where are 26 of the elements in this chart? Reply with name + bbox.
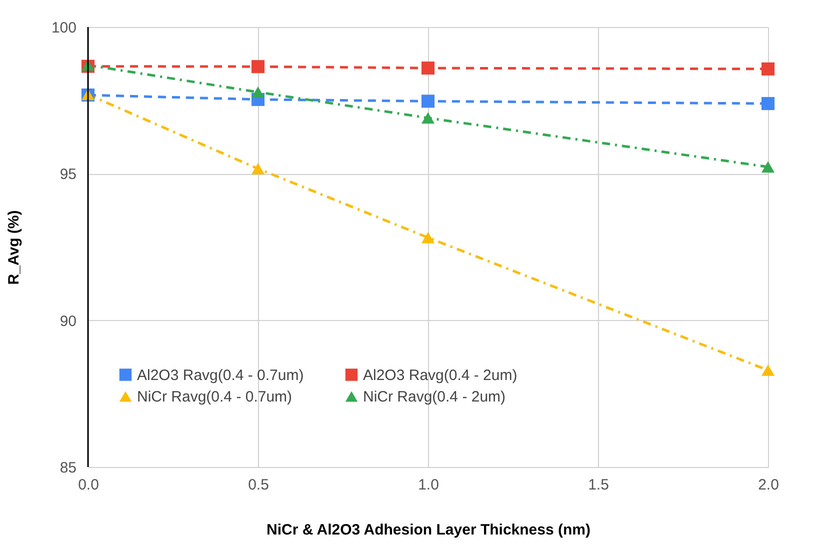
- legend-label: Al2O3 Ravg(0.4 - 0.7um): [137, 366, 304, 384]
- point: [761, 97, 775, 110]
- x-axis-title: NiCr & Al2O3 Adhesion Layer Thickness (nm): [266, 522, 590, 538]
- point: [761, 161, 775, 173]
- point: [251, 163, 265, 174]
- legend-label: NiCr Ravg(0.4 - 0.7um): [137, 388, 292, 406]
- point: [421, 232, 435, 244]
- point: [421, 62, 435, 75]
- y-tick-label: 90: [60, 312, 76, 330]
- point: [421, 94, 435, 108]
- x-tick-label: 2.0: [758, 476, 779, 494]
- point: [251, 86, 265, 98]
- y-tick-label: 85: [60, 460, 76, 476]
- x-tick-label: 1.0: [418, 476, 439, 494]
- x-tick-label: 0.0: [78, 476, 99, 494]
- legend-label: NiCr Ravg(0.4 - 2um): [363, 388, 506, 406]
- y-tick-label: 95: [60, 166, 76, 184]
- point: [251, 60, 265, 74]
- x-tick-label: 0.5: [248, 476, 269, 494]
- y-tick-label: 100: [51, 20, 76, 36]
- legend-label: Al2O3 Ravg(0.4 - 2um): [363, 366, 518, 384]
- x-tick-label: 1.5: [588, 476, 609, 494]
- point: [761, 364, 775, 376]
- y-axis-title: R_Avg (%): [5, 210, 22, 285]
- point: [761, 62, 775, 76]
- point: [421, 112, 435, 124]
